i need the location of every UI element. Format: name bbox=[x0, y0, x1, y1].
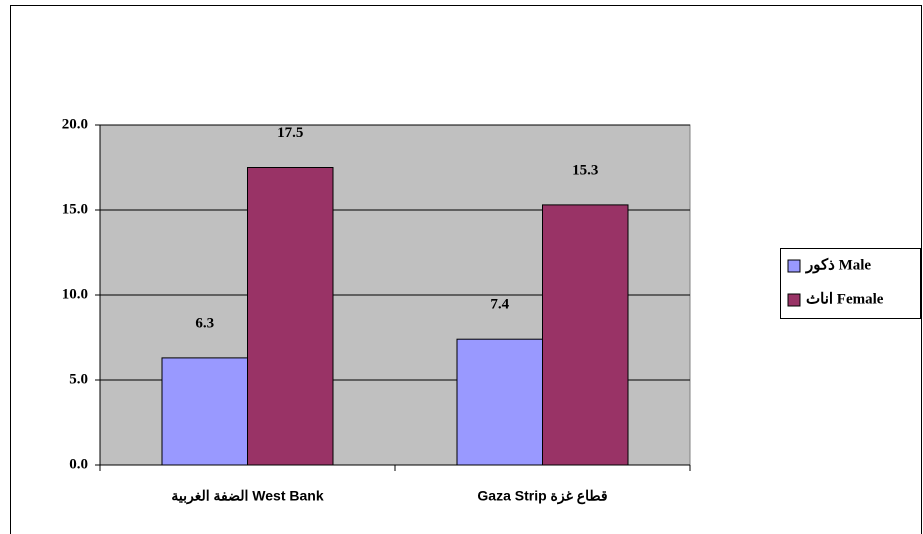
legend-label: اناث Female bbox=[806, 291, 884, 307]
y-tick-label: 20.0 bbox=[62, 116, 88, 132]
bar bbox=[161, 357, 248, 466]
x-tick-label: Gaza Strip قطاع غزة bbox=[477, 488, 607, 505]
legend-swatch bbox=[787, 259, 801, 273]
legend-box bbox=[780, 248, 921, 319]
y-tick-label: 10.0 bbox=[62, 286, 88, 302]
value-label: 17.5 bbox=[277, 125, 303, 141]
bar bbox=[456, 338, 543, 466]
x-tick-label: الضفة الغربية West Bank bbox=[171, 488, 323, 505]
legend-label: ذكور Male bbox=[805, 257, 871, 273]
y-tick-label: 5.0 bbox=[69, 371, 88, 387]
y-tick-label: 15.0 bbox=[62, 201, 88, 217]
bar bbox=[247, 167, 334, 466]
value-label: 15.3 bbox=[572, 162, 598, 178]
value-label: 6.3 bbox=[195, 315, 214, 331]
legend-swatch bbox=[787, 293, 801, 307]
value-label: 7.4 bbox=[490, 297, 509, 313]
y-tick-label: 0.0 bbox=[69, 456, 88, 472]
bar bbox=[542, 204, 629, 466]
